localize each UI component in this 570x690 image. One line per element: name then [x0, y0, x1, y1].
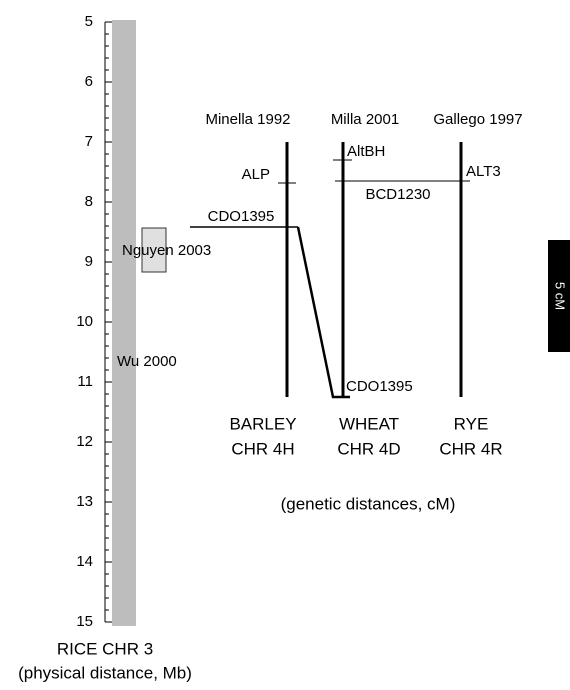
tick-label: 9 — [85, 253, 93, 270]
cdo1395-link — [296, 226, 350, 399]
scale-bar-label: 5 cM — [553, 282, 568, 310]
nguyen-label: Nguyen 2003 — [122, 242, 211, 259]
marker-label: AltBH — [347, 143, 385, 160]
tick-label: 13 — [76, 493, 93, 510]
map-name: RYE — [454, 414, 489, 433]
map-name: BARLEY — [229, 414, 296, 433]
maps — [190, 142, 470, 399]
tick-label: 15 — [76, 613, 93, 630]
map-chr: CHR 4R — [439, 439, 502, 458]
tick-label: 6 — [85, 73, 93, 90]
map-source: Gallego 1997 — [433, 111, 522, 128]
map-source: Minella 1992 — [205, 111, 290, 128]
scale-bar — [548, 240, 570, 352]
tick-label: 12 — [76, 433, 93, 450]
marker-label: CDO1395 — [346, 378, 413, 395]
wu-label: Wu 2000 — [117, 353, 177, 370]
marker-label: BCD1230 — [365, 186, 430, 203]
map-chr: CHR 4H — [231, 439, 294, 458]
tick-label: 7 — [85, 133, 93, 150]
rice-chromosome — [112, 20, 136, 626]
tick-label: 8 — [85, 193, 93, 210]
rice-title: RICE CHR 3 — [57, 639, 153, 658]
tick-label: 5 — [85, 13, 93, 30]
rice-subtitle: (physical distance, Mb) — [18, 663, 192, 682]
marker-label: CDO1395 — [208, 208, 275, 225]
tick-label: 11 — [77, 373, 93, 390]
map-source: Milla 2001 — [331, 111, 399, 128]
marker-label: ALT3 — [466, 163, 501, 180]
map-chr: CHR 4D — [337, 439, 400, 458]
marker-label: ALP — [242, 166, 270, 183]
nguyen-region — [141, 227, 167, 273]
tick-label: 10 — [76, 313, 93, 330]
map-name: WHEAT — [339, 414, 399, 433]
tick-label: 14 — [76, 553, 93, 570]
caption: (genetic distances, cM) — [281, 494, 456, 513]
